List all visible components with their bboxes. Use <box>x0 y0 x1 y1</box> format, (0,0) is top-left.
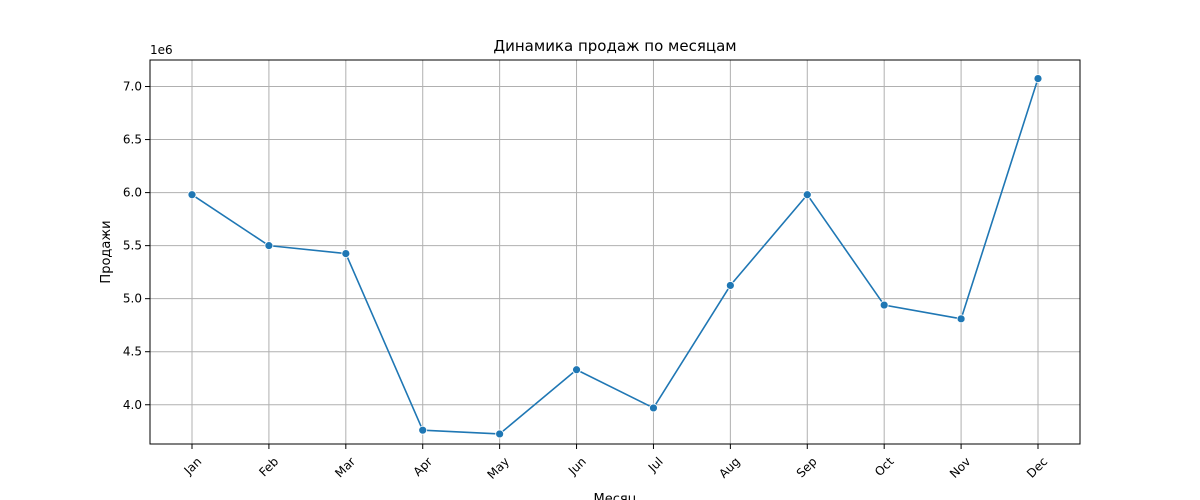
data-point <box>187 190 197 200</box>
data-point <box>418 425 428 435</box>
x-axis-label: Месяц <box>593 492 636 500</box>
y-tick-label: 4.5 <box>123 345 142 359</box>
chart-title: Динамика продаж по месяцам <box>493 37 736 55</box>
plot-area-frame <box>149 59 1081 445</box>
data-point <box>649 403 658 413</box>
data-point <box>879 300 889 310</box>
data-point <box>725 281 735 290</box>
data-point <box>1033 74 1043 83</box>
data-point <box>495 429 505 439</box>
y-tick-label: 6.5 <box>123 133 142 147</box>
y-tick-label: 6.0 <box>123 186 142 200</box>
y-axis-label: Продажи <box>99 220 114 283</box>
y-tick-label: 4.0 <box>123 398 142 412</box>
series-line <box>191 78 1039 435</box>
series-layer <box>187 74 1043 439</box>
data-point <box>341 249 351 258</box>
y-tick-label: 5.5 <box>123 239 142 253</box>
grid <box>150 60 1080 444</box>
y-tick-label: 7.0 <box>123 80 142 94</box>
y-offset-label: 1e6 <box>150 43 173 57</box>
ticks: Jan Feb Mar Apr May Jun Jul Aug Sep Oct Nov Dec4.04… <box>123 80 1050 482</box>
data-point <box>956 314 966 324</box>
y-tick-label: 5.0 <box>123 292 142 306</box>
data-point <box>802 190 812 200</box>
data-point <box>572 365 581 375</box>
data-point <box>264 241 274 251</box>
